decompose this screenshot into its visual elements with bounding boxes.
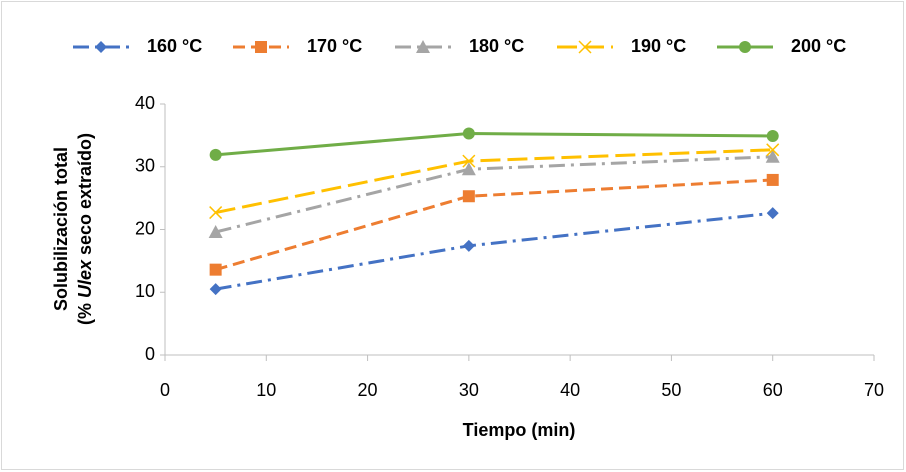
legend-label: 190 °C [631, 36, 686, 56]
y-axis-label: Solubilización total (% Ulex seco extraí… [51, 133, 95, 325]
legend-label: 160 °C [147, 36, 202, 56]
x-tick-label: 40 [560, 380, 580, 400]
data-point [765, 149, 780, 163]
data-point [462, 239, 475, 252]
y-tick-label: 20 [135, 218, 155, 238]
legend-label: 180 °C [469, 36, 524, 56]
legend-label: 170 °C [307, 36, 362, 56]
legend-entry: 170 °C [233, 36, 362, 56]
label-part: (% [75, 298, 95, 325]
legend-entry: 190 °C [557, 36, 686, 56]
x-tick-label: 0 [160, 380, 170, 400]
legend-label: 200 °C [791, 36, 846, 56]
data-point [766, 173, 779, 186]
legend-marker [95, 41, 107, 53]
x-tick-label: 70 [864, 380, 884, 400]
x-tick-label: 20 [358, 380, 378, 400]
legend-marker [578, 40, 592, 54]
y-tick-label: 10 [135, 281, 155, 301]
y-axis-label-line: Solubilización total [51, 147, 71, 311]
y-tick-label: 0 [145, 344, 155, 364]
x-axis-label: Tiempo (min) [463, 420, 576, 440]
data-point [209, 283, 222, 296]
data-point [462, 154, 476, 168]
x-tick-label: 30 [459, 380, 479, 400]
data-point [462, 127, 475, 140]
legend-marker [416, 40, 430, 53]
legend-entry: 200 °C [717, 36, 846, 56]
data-point [208, 225, 223, 239]
y-axis-label-line: (% Ulex seco extraído) [75, 133, 95, 325]
x-tick-label: 10 [256, 380, 276, 400]
data-point [209, 263, 222, 276]
y-tick-label: 30 [135, 156, 155, 176]
x-tick-label: 60 [763, 380, 783, 400]
legend-entry: 160 °C [73, 36, 202, 56]
data-point [766, 130, 779, 143]
x-tick-label: 50 [661, 380, 681, 400]
label-part: Ulex [75, 259, 95, 298]
legend-marker [255, 41, 267, 53]
data-point [209, 206, 223, 220]
legend-entry: 180 °C [395, 36, 524, 56]
data-point [461, 162, 476, 176]
legend-marker [739, 41, 751, 53]
data-point [209, 148, 222, 161]
data-point [462, 190, 475, 203]
data-point [766, 143, 780, 157]
y-tick-label: 40 [135, 93, 155, 113]
data-point [766, 207, 779, 220]
label-part: seco extraído) [75, 133, 95, 260]
